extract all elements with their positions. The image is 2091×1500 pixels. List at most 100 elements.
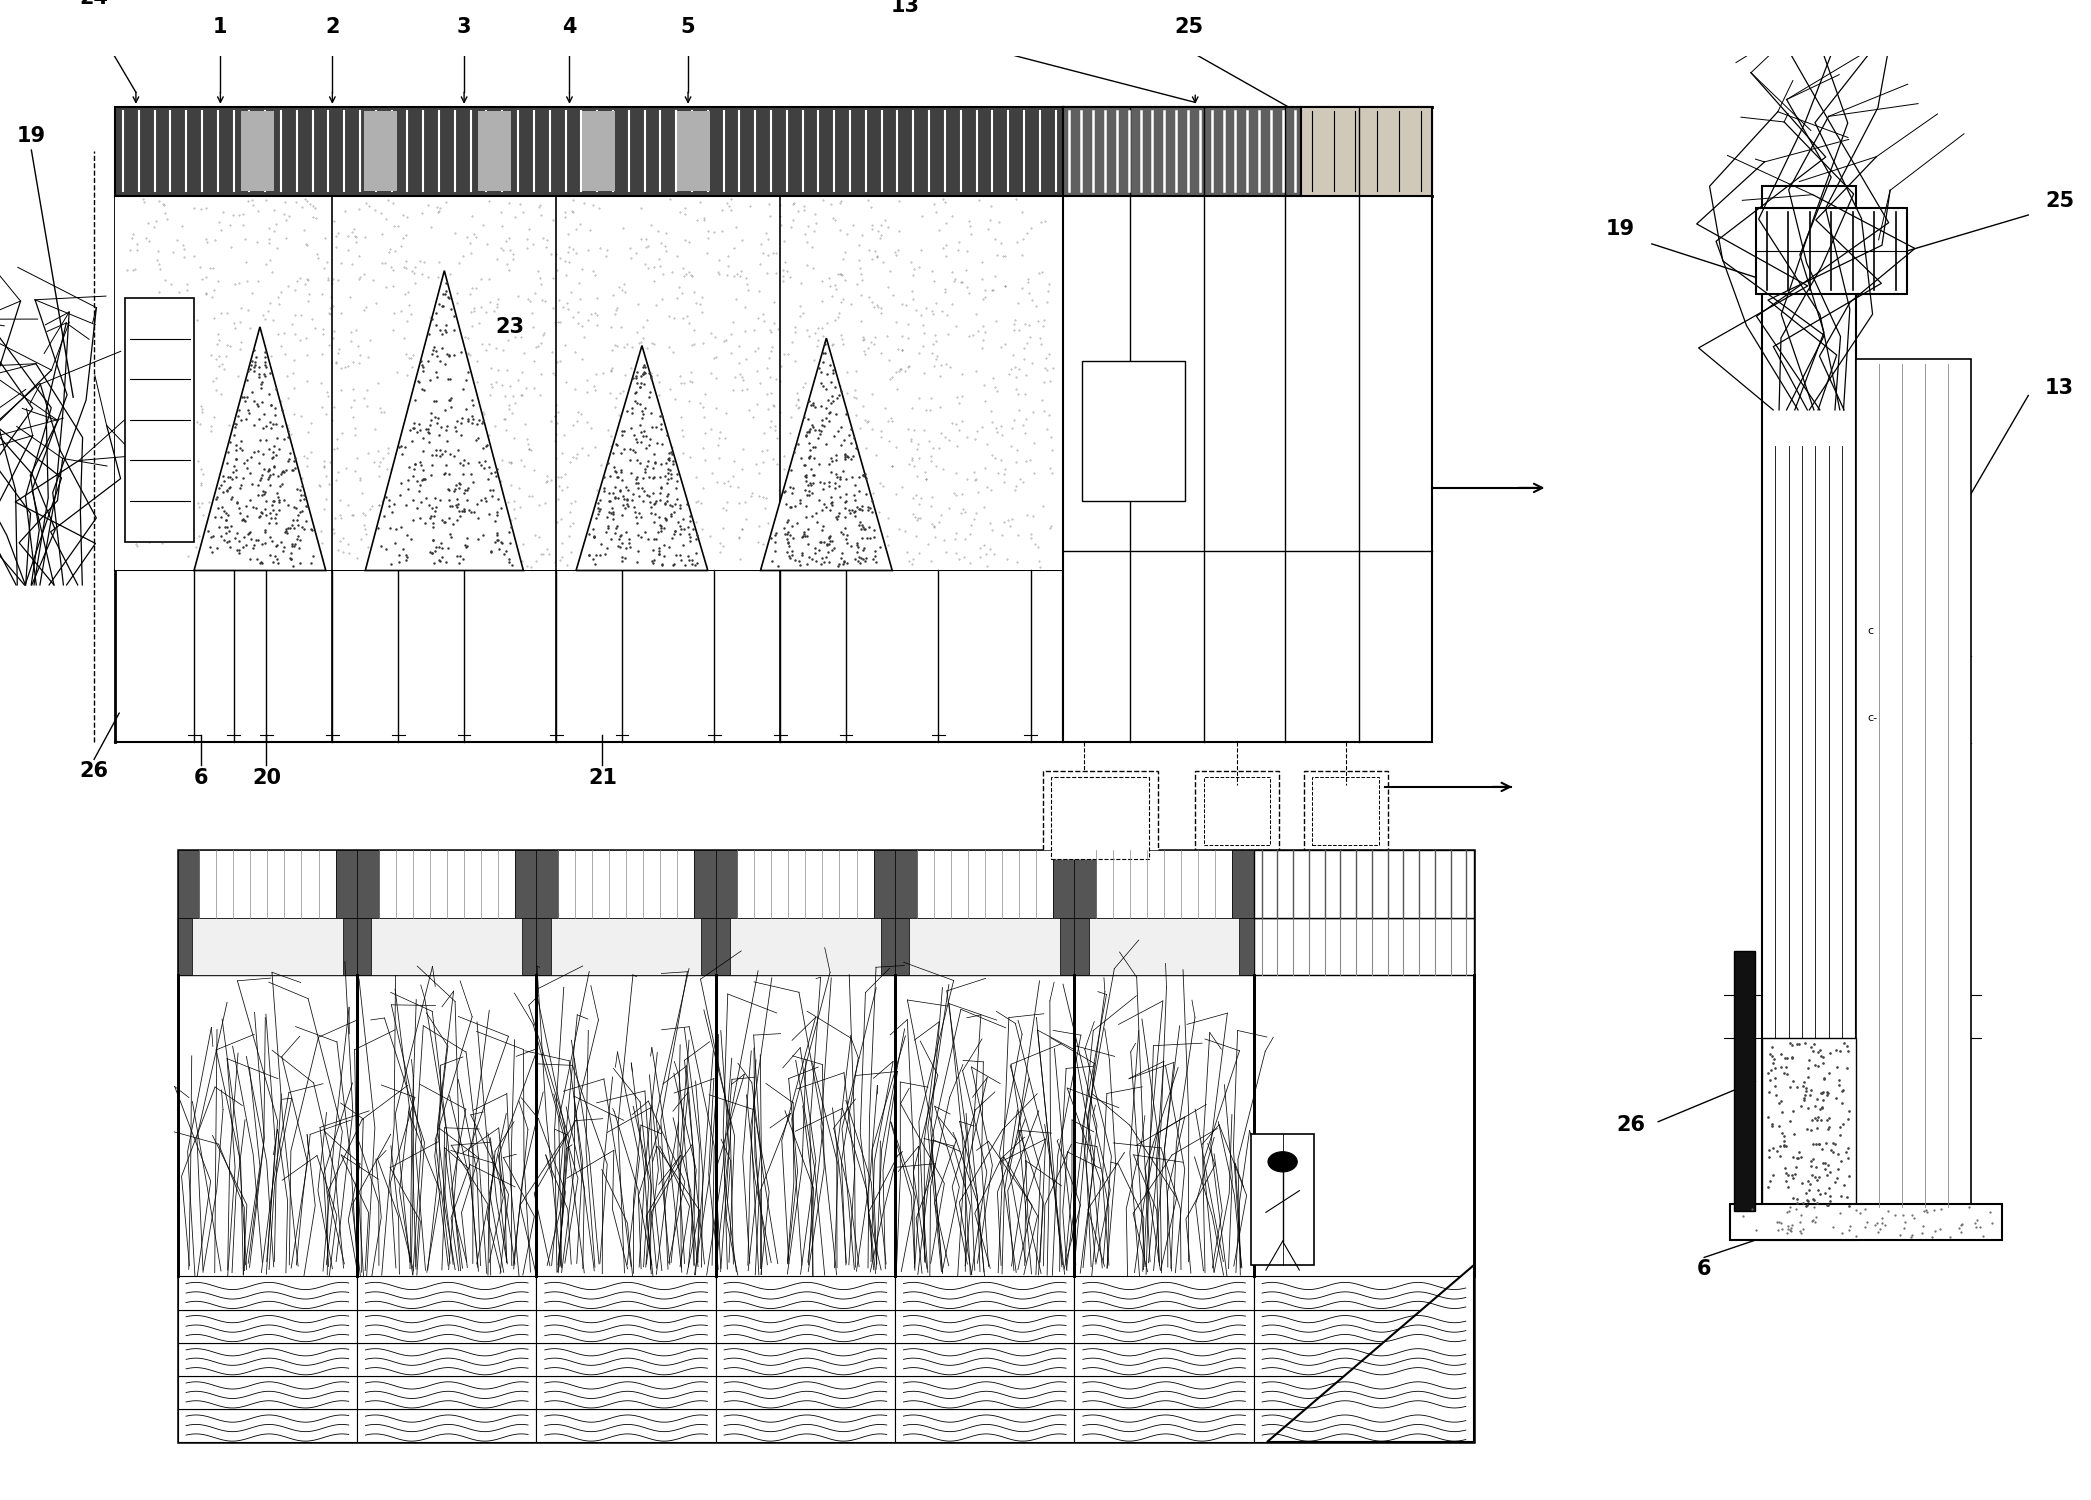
Bar (895, 1342, 1075, 1376)
Bar (1255, 1310, 1474, 1342)
Bar (1255, 918, 1474, 975)
Bar (537, 1310, 715, 1342)
Bar (1064, 106, 1301, 195)
Text: 25: 25 (2045, 190, 2074, 210)
Bar (115, 195, 1064, 570)
Bar (1255, 1276, 1474, 1310)
Bar (1761, 1038, 1855, 1211)
Bar (895, 918, 910, 975)
Text: 20: 20 (253, 768, 280, 788)
Bar (358, 918, 372, 975)
Bar (335, 850, 358, 918)
Bar (700, 918, 715, 975)
Bar (1255, 1342, 1474, 1376)
Text: 24: 24 (79, 0, 109, 9)
Bar (1240, 918, 1255, 975)
Bar (477, 111, 510, 192)
Bar (1305, 771, 1388, 850)
Bar (1075, 1276, 1255, 1310)
Bar (1052, 777, 1150, 859)
Bar (1075, 918, 1089, 975)
Bar (1855, 360, 1970, 1210)
Text: 6: 6 (1698, 1258, 1710, 1280)
Bar (715, 1310, 895, 1342)
Bar (364, 111, 397, 192)
Bar (343, 918, 358, 975)
Bar (1075, 1310, 1255, 1342)
Bar (1096, 850, 1232, 918)
Bar (1075, 1376, 1255, 1408)
Polygon shape (1267, 1264, 1474, 1442)
Bar (1301, 106, 1432, 195)
Bar (715, 1276, 895, 1310)
Bar (1756, 209, 1907, 294)
Bar (178, 850, 1474, 1442)
Bar (895, 850, 916, 918)
Bar (537, 1376, 715, 1408)
Bar (558, 850, 694, 918)
Bar (358, 1276, 537, 1310)
Text: 23: 23 (496, 316, 525, 338)
Bar (694, 850, 715, 918)
Bar (715, 1376, 895, 1408)
Bar (874, 850, 895, 918)
Bar (1733, 951, 1754, 1210)
Bar (1204, 777, 1271, 844)
Bar (178, 1276, 358, 1310)
Bar (378, 850, 514, 918)
Polygon shape (575, 345, 707, 570)
Bar (178, 918, 192, 975)
Bar (715, 918, 730, 975)
Bar (537, 850, 558, 918)
Bar (178, 850, 199, 918)
Text: 19: 19 (17, 126, 46, 146)
Bar (115, 106, 1064, 195)
Circle shape (1267, 1152, 1296, 1172)
Bar (199, 850, 335, 918)
Bar (240, 111, 274, 192)
Bar (125, 298, 194, 542)
Bar (1054, 850, 1075, 918)
Bar (1232, 850, 1255, 918)
Bar (1060, 918, 1075, 975)
Bar (715, 1342, 895, 1376)
Text: 21: 21 (588, 768, 617, 788)
Bar (358, 1310, 537, 1342)
Bar (715, 1408, 895, 1442)
Polygon shape (761, 338, 893, 570)
Bar (1064, 106, 1432, 742)
Bar (738, 850, 874, 918)
Bar (358, 1408, 537, 1442)
Bar (1255, 1408, 1474, 1442)
Bar (1255, 850, 1474, 918)
Text: 5: 5 (682, 18, 696, 38)
Bar (1075, 850, 1096, 918)
Text: 25: 25 (1173, 18, 1202, 38)
Text: 26: 26 (79, 760, 109, 782)
Bar (1081, 362, 1186, 501)
Text: 13: 13 (2045, 378, 2074, 399)
Text: 13: 13 (891, 0, 920, 15)
Text: 3: 3 (456, 18, 470, 38)
Bar (537, 1342, 715, 1376)
Bar (1255, 1376, 1474, 1408)
Bar (880, 918, 895, 975)
Text: 1: 1 (213, 18, 228, 38)
Bar (1075, 1342, 1255, 1376)
Text: 2: 2 (324, 18, 339, 38)
Bar (895, 1376, 1075, 1408)
Bar (895, 1276, 1075, 1310)
Text: 6: 6 (192, 768, 207, 788)
Bar (537, 1408, 715, 1442)
Bar (537, 1276, 715, 1310)
Bar (1729, 1204, 2001, 1240)
Bar (581, 111, 615, 192)
Bar (358, 1376, 537, 1408)
Bar (537, 918, 550, 975)
Bar (192, 918, 343, 975)
Bar (1250, 1134, 1313, 1264)
Bar (910, 918, 1060, 975)
Text: c-: c- (1867, 712, 1878, 723)
Bar (1075, 1408, 1255, 1442)
Bar (1196, 771, 1280, 850)
